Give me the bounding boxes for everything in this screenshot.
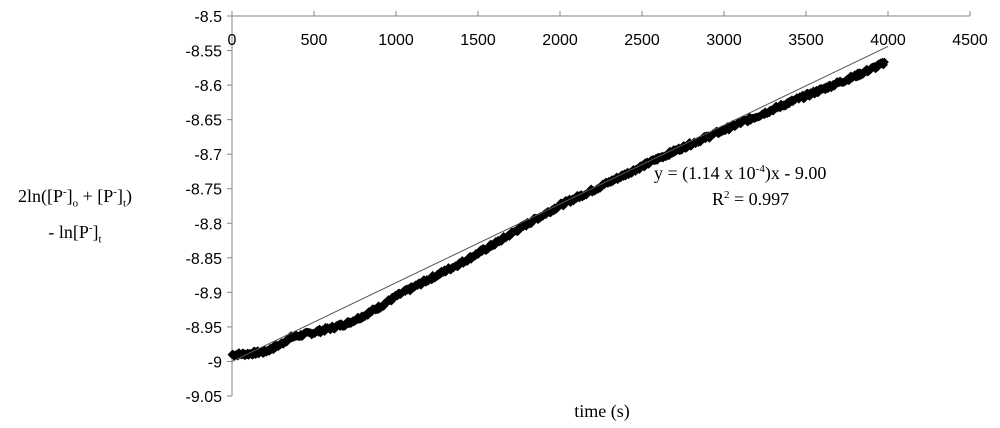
y-axis-label: 2ln([P-]o + [P-]t) - ln[P-]t (0, 180, 150, 251)
x-tick-label: 4500 (952, 32, 988, 49)
trendline (231, 45, 889, 362)
x-tick-label: 4000 (870, 32, 906, 49)
y-tick-label: -8.65 (186, 113, 223, 130)
x-axis-label: time (s) (574, 401, 630, 422)
x-tick-label: 500 (301, 32, 328, 49)
x-tick-label: 0 (228, 32, 237, 49)
y-tick-label: -8.5 (194, 9, 222, 26)
x-tick-label: 3500 (788, 32, 824, 49)
y-tick-label: -8.75 (186, 182, 223, 199)
y-tick-label: -9 (208, 354, 222, 371)
x-tick-label: 3000 (706, 32, 742, 49)
y-axis-label-line1: 2ln([P-]o + [P-]t) (17, 186, 133, 210)
x-tick-label: 2000 (542, 32, 578, 49)
data-marks (227, 45, 889, 362)
x-tick-label: 2500 (624, 32, 660, 49)
data-point (879, 57, 889, 67)
y-tick-label: -8.85 (186, 251, 223, 268)
y-tick-label: -8.55 (186, 44, 223, 61)
equation-annotation: y = (1.14 x 10-4)x - 9.00 (654, 163, 826, 184)
axes: -8.5 -8.55 -8.6 -8.65 -8.7 -8.75 -8.8 -8.85 -8.9… (186, 9, 988, 406)
y-axis-label-line2: - ln[P-]t (48, 221, 102, 246)
y-tick-label: -8.6 (194, 78, 222, 95)
y-tick-label: -9.05 (186, 389, 223, 406)
x-tick-label: 1500 (460, 32, 496, 49)
y-tick-label: -8.7 (194, 147, 222, 164)
r-squared-annotation: R2 = 0.997 (712, 189, 789, 209)
y-tick-label: -8.8 (194, 216, 222, 233)
y-tick-label: -8.95 (186, 320, 223, 337)
x-tick-label: 1000 (378, 32, 414, 49)
y-tick-label: -8.9 (194, 285, 222, 302)
